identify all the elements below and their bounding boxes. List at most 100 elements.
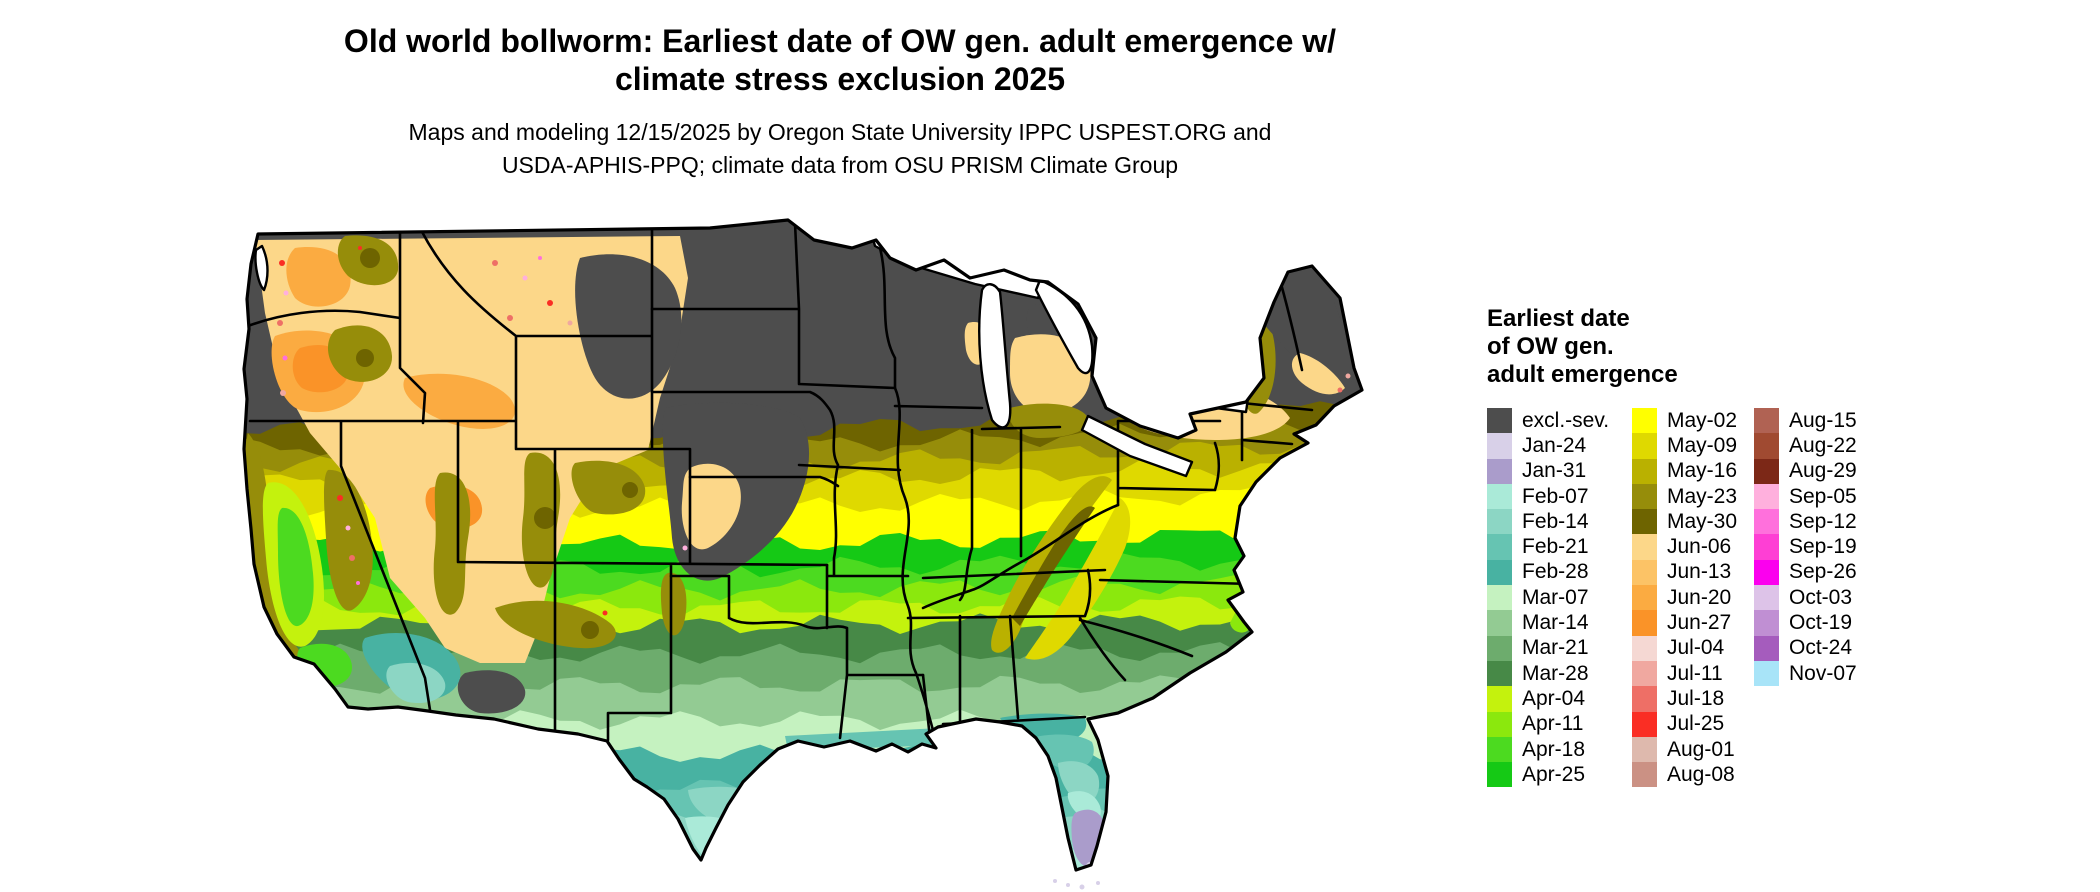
legend-row: Aug-15 (1754, 408, 1904, 434)
legend-row: Sep-12 (1754, 509, 1904, 535)
legend-row: May-09 (1632, 433, 1754, 459)
legend-row: May-23 (1632, 483, 1754, 510)
legend-label: Jul-18 (1667, 686, 1725, 710)
legend-swatch (1754, 433, 1779, 459)
legend-row: Jun-20 (1632, 585, 1754, 611)
legend-label: Feb-28 (1522, 560, 1589, 584)
legend-row: Feb-14 (1487, 509, 1632, 535)
legend-row: Oct-19 (1754, 610, 1904, 636)
date-band-Feb-21 (244, 778, 1362, 870)
legend-row: Apr-25 (1487, 762, 1632, 788)
legend-row: Sep-19 (1754, 534, 1904, 560)
florida-keys (1053, 879, 1100, 890)
map-title: Old world bollworm: Earliest date of OW … (180, 22, 1500, 98)
legend-row: Feb-21 (1487, 534, 1632, 560)
date-band-Mar-14 (244, 673, 1362, 870)
legend-row: Apr-04 (1487, 686, 1632, 712)
legend-label: Aug-01 (1667, 737, 1735, 761)
legend-row: Mar-07 (1487, 585, 1632, 611)
legend-row: Aug-01 (1632, 736, 1754, 763)
legend-swatch (1487, 686, 1512, 712)
legend-title-line3: adult emergence (1487, 361, 1678, 388)
legend-swatch (1754, 635, 1779, 661)
legend-label: Aug-22 (1789, 433, 1857, 457)
legend-swatch (1632, 458, 1657, 484)
legend-swatch (1754, 559, 1779, 586)
legend-row: Nov-07 (1754, 660, 1904, 687)
legend-label: May-30 (1667, 509, 1738, 533)
legend-swatch (1632, 408, 1657, 434)
legend-swatch (1754, 585, 1779, 611)
legend-row: May-02 (1632, 408, 1754, 434)
legend-swatch (1487, 736, 1512, 763)
map-subtitle: Maps and modeling 12/15/2025 by Oregon S… (180, 116, 1500, 182)
legend-swatch (1632, 762, 1657, 788)
legend-swatch (1487, 660, 1512, 687)
legend-label: Nov-07 (1789, 661, 1857, 685)
legend-label: Apr-18 (1522, 737, 1586, 761)
legend-title-line1: Earliest date (1487, 305, 1630, 332)
legend-row: Mar-21 (1487, 635, 1632, 661)
legend-label: Feb-14 (1522, 509, 1589, 533)
legend-label: Sep-05 (1789, 484, 1857, 508)
legend-swatch (1632, 559, 1657, 586)
map-subtitle-line2: USDA-APHIS-PPQ; climate data from OSU PR… (501, 152, 1179, 178)
legend-column-1: excl.-sev. Jan-24 Jan-31 Feb-07 Feb-14 Feb-21… (1487, 408, 1632, 788)
legend-swatch (1632, 610, 1657, 636)
legend-swatch (1632, 686, 1657, 712)
legend-label: Sep-19 (1789, 535, 1857, 559)
legend-label: Jun-20 (1667, 585, 1732, 609)
legend-label: Aug-15 (1789, 408, 1857, 432)
legend-label: Mar-14 (1522, 611, 1589, 635)
legend-row: Mar-28 (1487, 660, 1632, 687)
legend-row: Aug-22 (1754, 433, 1904, 459)
legend-row: May-30 (1632, 509, 1754, 535)
legend-label: Mar-21 (1522, 636, 1589, 660)
legend-swatch (1487, 610, 1512, 636)
western-terrain-patches (245, 235, 810, 714)
legend-row: Jul-04 (1632, 635, 1754, 661)
legend-row: May-16 (1632, 458, 1754, 484)
legend-row: Jun-13 (1632, 559, 1754, 586)
legend-swatch (1754, 509, 1779, 535)
legend-row: Jul-18 (1632, 686, 1754, 712)
legend-swatch (1487, 483, 1512, 510)
legend-row: Feb-28 (1487, 559, 1632, 586)
legend-label: Feb-21 (1522, 535, 1589, 559)
legend-swatch (1754, 483, 1779, 510)
map-title-line1: Old world bollworm: Earliest date of OW … (343, 23, 1337, 59)
legend-swatch (1632, 736, 1657, 763)
legend-label: Jan-24 (1522, 433, 1587, 457)
legend-label: Oct-19 (1789, 611, 1853, 635)
legend-row: Jul-25 (1632, 711, 1754, 737)
map-title-line2: climate stress exclusion 2025 (614, 61, 1066, 97)
legend-label: excl.-sev. (1522, 408, 1610, 432)
us-map (242, 218, 1364, 890)
legend-label: Sep-26 (1789, 560, 1857, 584)
legend-row: excl.-sev. (1487, 408, 1632, 434)
legend-swatch (1487, 711, 1512, 737)
legend-label: May-09 (1667, 433, 1738, 457)
legend-swatch (1487, 433, 1512, 459)
legend-label: Sep-12 (1789, 509, 1857, 533)
legend-label: Aug-08 (1667, 762, 1735, 786)
legend-swatch (1487, 458, 1512, 484)
legend-row: Oct-03 (1754, 585, 1904, 611)
legend-swatch (1754, 408, 1779, 434)
legend-row: Sep-05 (1754, 483, 1904, 510)
legend-row: Sep-26 (1754, 559, 1904, 586)
legend-row: Oct-24 (1754, 635, 1904, 661)
legend-row: Aug-08 (1632, 762, 1754, 788)
legend-row: Jun-27 (1632, 610, 1754, 636)
legend-swatch (1487, 635, 1512, 661)
legend-row: Jan-31 (1487, 458, 1632, 484)
legend-column-3: Aug-15 Aug-22 Aug-29 Sep-05 Sep-12 Sep-19 Sep-… (1754, 408, 1904, 687)
legend-label: Feb-07 (1522, 484, 1589, 508)
legend-label: Jun-27 (1667, 611, 1732, 635)
legend-row: Jul-11 (1632, 660, 1754, 687)
legend-swatch (1632, 509, 1657, 535)
legend-swatch (1754, 660, 1779, 687)
legend-swatch (1487, 762, 1512, 788)
legend-title-line2: of OW gen. (1487, 333, 1614, 360)
